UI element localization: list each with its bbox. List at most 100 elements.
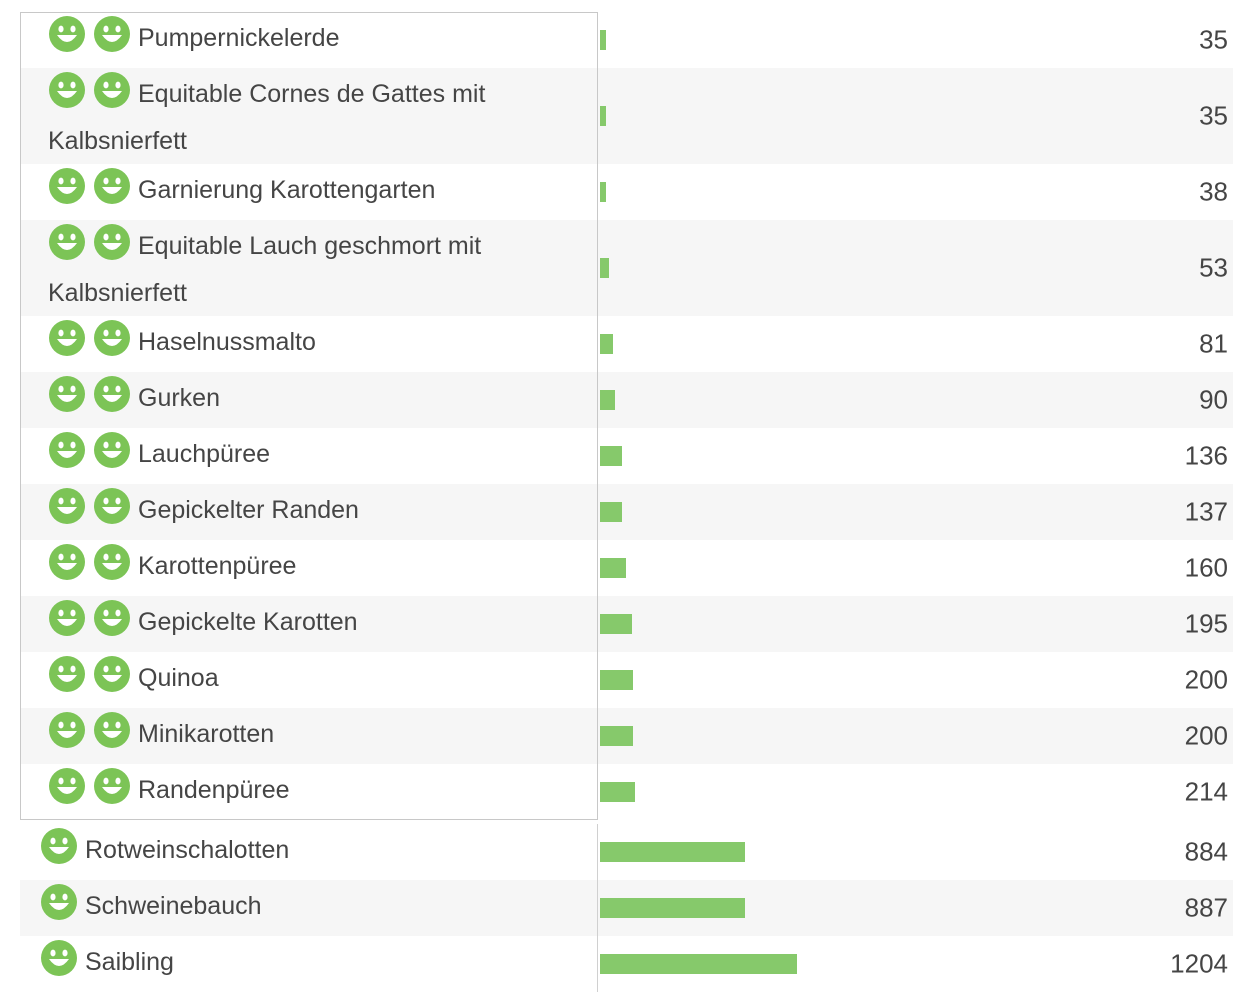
column-divider: [597, 596, 598, 652]
item-label-cell: Pumpernickelerde: [20, 12, 498, 68]
value-bar: [600, 558, 627, 578]
item-value: 136: [1184, 440, 1228, 471]
item-value: 214: [1184, 776, 1228, 807]
item-label-cell: Rotweinschalotten: [20, 824, 490, 880]
item-value: 1204: [1170, 948, 1228, 979]
item-value: 200: [1184, 720, 1228, 751]
smiley-icon: [93, 319, 131, 369]
item-label: Rotweinschalotten: [85, 836, 290, 864]
column-divider: [597, 164, 598, 220]
item-row: Equitable Lauch geschmort mit Kalbsnierf…: [20, 220, 1233, 316]
smiley-icon: [48, 599, 86, 649]
item-label: Equitable Cornes de Gattes mit Kalbsnier…: [48, 80, 486, 155]
value-bar: [600, 390, 615, 410]
item-label-cell: Schweinebauch: [20, 880, 490, 936]
item-label: Karottenpüree: [138, 552, 297, 580]
smiley-icon: [48, 15, 86, 65]
item-label-cell: Quinoa: [20, 652, 498, 708]
row-group: Pumpernickelerde 35 Equitable Cornes de Ga…: [0, 12, 1253, 820]
item-value: 90: [1199, 384, 1228, 415]
smiley-icon: [48, 375, 86, 425]
column-divider: [597, 880, 598, 936]
item-value: 53: [1199, 252, 1228, 283]
column-divider: [597, 540, 598, 596]
smiley-icon: [93, 431, 131, 481]
smiley-icon: [48, 767, 86, 817]
item-label-cell: Gepickelte Karotten: [20, 596, 498, 652]
item-value: 160: [1184, 552, 1228, 583]
item-label-cell: Saibling: [20, 936, 490, 992]
value-bar: [600, 334, 614, 354]
smiley-icon: [93, 167, 131, 217]
column-divider: [597, 12, 598, 68]
item-label-cell: Lauchpüree: [20, 428, 498, 484]
item-value: 38: [1199, 176, 1228, 207]
item-label: Garnierung Karottengarten: [138, 176, 436, 204]
item-row: Minikarotten 200: [20, 708, 1233, 764]
item-value: 887: [1184, 892, 1228, 923]
column-divider: [597, 652, 598, 708]
item-label: Gepickelte Karotten: [138, 608, 358, 636]
item-label: Equitable Lauch geschmort mit Kalbsnierf…: [48, 232, 482, 307]
smiley-icon: [48, 431, 86, 481]
smiley-icon: [93, 711, 131, 761]
smiley-icon: [48, 319, 86, 369]
value-bar: [600, 670, 633, 690]
item-label: Haselnussmalto: [138, 328, 316, 356]
item-label-cell: Minikarotten: [20, 708, 498, 764]
item-label-cell: Gepickelter Randen: [20, 484, 498, 540]
smiley-icon: [40, 827, 78, 877]
value-bar: [600, 446, 623, 466]
column-divider: [597, 428, 598, 484]
item-row: Pumpernickelerde 35: [20, 12, 1233, 68]
item-row: Gurken 90: [20, 372, 1233, 428]
row-group: Rotweinschalotten 884 Schweinebauch 887 Saib…: [0, 824, 1253, 992]
item-row: Schweinebauch 887: [20, 880, 1233, 936]
value-bar: [600, 614, 632, 634]
column-divider: [597, 316, 598, 372]
smiley-icon: [48, 711, 86, 761]
ingredient-list: Pumpernickelerde 35 Equitable Cornes de Ga…: [0, 12, 1253, 992]
item-row: Garnierung Karottengarten 38: [20, 164, 1233, 220]
item-label: Randenpüree: [138, 776, 290, 804]
smiley-icon: [48, 655, 86, 705]
item-row: Gepickelter Randen 137: [20, 484, 1233, 540]
item-value: 35: [1199, 24, 1228, 55]
value-bar: [600, 106, 606, 126]
value-bar: [600, 782, 636, 802]
item-value: 200: [1184, 664, 1228, 695]
smiley-icon: [93, 375, 131, 425]
item-label-cell: Equitable Lauch geschmort mit Kalbsnierf…: [20, 220, 498, 316]
value-bar: [600, 898, 746, 918]
item-row: Haselnussmalto 81: [20, 316, 1233, 372]
smiley-icon: [48, 223, 86, 273]
column-divider: [597, 824, 598, 880]
smiley-icon: [48, 71, 86, 121]
item-label: Quinoa: [138, 664, 219, 692]
item-value: 884: [1184, 836, 1228, 867]
value-bar: [600, 182, 607, 202]
smiley-icon: [93, 655, 131, 705]
item-row: Quinoa 200: [20, 652, 1233, 708]
item-label: Schweinebauch: [85, 892, 262, 920]
item-row: Lauchpüree 136: [20, 428, 1233, 484]
smiley-icon: [40, 883, 78, 933]
item-label: Pumpernickelerde: [138, 24, 340, 52]
value-bar: [600, 502, 623, 522]
value-bar: [600, 726, 633, 746]
column-divider: [597, 220, 598, 316]
smiley-icon: [40, 939, 78, 989]
item-label: Saibling: [85, 948, 174, 976]
page: Pumpernickelerde 35 Equitable Cornes de Ga…: [20, 12, 1228, 992]
column-divider: [597, 936, 598, 992]
value-bar: [600, 30, 606, 50]
smiley-icon: [93, 223, 131, 273]
item-label-cell: Garnierung Karottengarten: [20, 164, 498, 220]
value-bar: [600, 258, 609, 278]
item-row: Saibling 1204: [20, 936, 1233, 992]
item-label-cell: Gurken: [20, 372, 498, 428]
item-label: Minikarotten: [138, 720, 275, 748]
item-label: Gepickelter Randen: [138, 496, 359, 524]
item-label-cell: Randenpüree: [20, 764, 498, 820]
item-row: Rotweinschalotten 884: [20, 824, 1233, 880]
